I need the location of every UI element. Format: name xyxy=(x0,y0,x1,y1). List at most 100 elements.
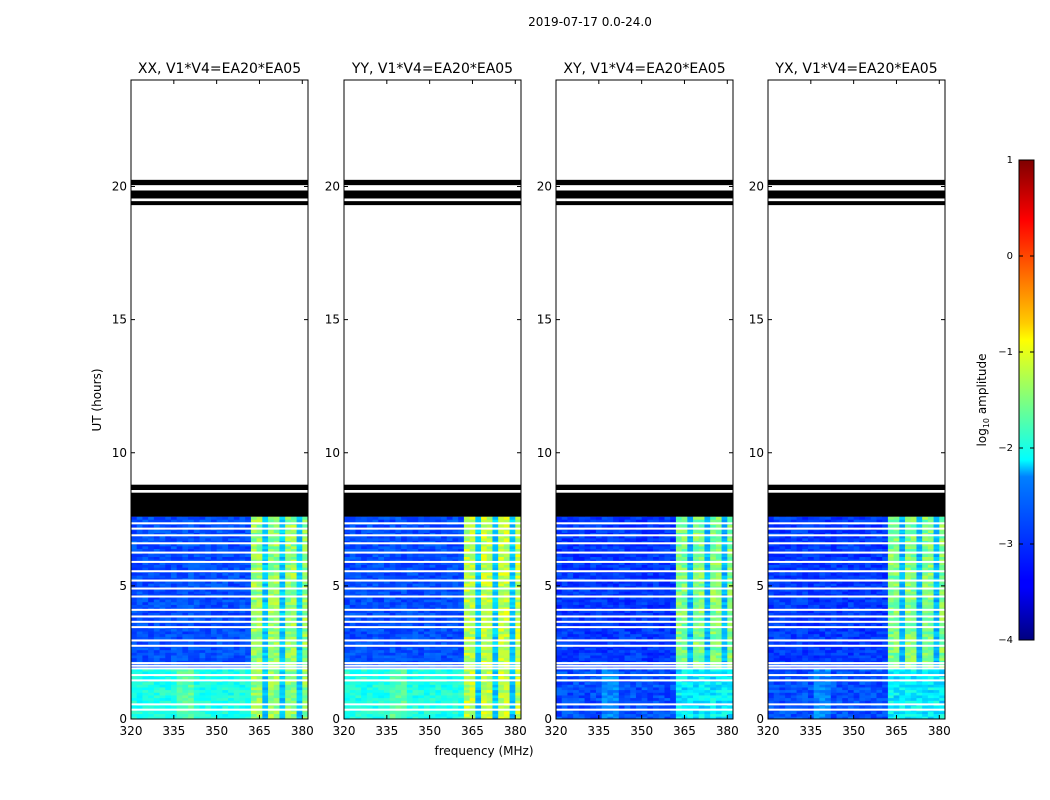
data-cell xyxy=(296,652,303,656)
data-cell xyxy=(452,601,459,605)
data-cell xyxy=(279,687,286,691)
data-cell xyxy=(153,660,160,664)
data-cell xyxy=(349,612,356,616)
data-cell xyxy=(245,580,252,584)
data-cell xyxy=(492,543,499,547)
data-cell xyxy=(401,532,408,536)
data-cell xyxy=(372,529,379,534)
data-cell xyxy=(279,681,286,685)
data-cell xyxy=(182,609,189,613)
data-cell xyxy=(344,665,351,669)
data-cell xyxy=(446,559,453,563)
data-cell xyxy=(170,535,178,539)
data-cell xyxy=(176,705,183,709)
data-cell xyxy=(268,607,275,611)
data-cell xyxy=(170,705,178,709)
data-cell xyxy=(296,641,303,645)
data-cell xyxy=(395,591,402,595)
data-cell xyxy=(216,647,223,651)
data-cell xyxy=(165,572,172,576)
figure-title: 2019-07-17 0.0-24.0 xyxy=(528,15,652,29)
data-cell xyxy=(188,609,195,613)
data-cell xyxy=(435,580,442,584)
data-cell xyxy=(418,604,425,608)
data-cell xyxy=(412,575,419,579)
data-cell xyxy=(429,671,436,675)
data-cell xyxy=(290,516,297,520)
data-cell xyxy=(481,652,488,656)
data-cell xyxy=(344,548,351,552)
data-cell xyxy=(302,631,309,635)
data-cell xyxy=(142,548,149,552)
data-cell xyxy=(159,535,166,539)
data-cell xyxy=(361,529,368,534)
data-cell xyxy=(492,617,499,621)
data-cell xyxy=(395,599,402,603)
data-cell xyxy=(446,585,453,589)
data-cell xyxy=(256,553,263,557)
data-cell xyxy=(239,684,246,688)
data-cell xyxy=(256,700,263,704)
data-cell xyxy=(210,633,218,637)
data-cell xyxy=(131,601,138,605)
data-cell xyxy=(378,561,385,565)
data-cell xyxy=(452,671,459,675)
data-cell xyxy=(182,711,189,715)
data-cell xyxy=(176,623,183,627)
data-cell xyxy=(475,559,482,563)
data-cell xyxy=(458,697,465,701)
data-cell xyxy=(372,713,379,717)
data-cell xyxy=(131,617,138,621)
data-cell xyxy=(412,647,419,651)
data-cell xyxy=(268,559,275,563)
data-cell xyxy=(170,567,178,571)
data-cell xyxy=(486,692,493,696)
data-cell xyxy=(159,697,166,701)
data-cell xyxy=(268,647,275,651)
data-cell xyxy=(176,583,183,587)
data-cell xyxy=(296,559,303,563)
data-cell xyxy=(285,561,292,565)
data-cell xyxy=(290,599,297,603)
data-cell xyxy=(406,575,413,579)
data-cell xyxy=(486,655,493,659)
data-cell xyxy=(131,548,138,552)
data-cell xyxy=(165,567,172,571)
data-cell xyxy=(372,711,379,715)
data-cell xyxy=(142,700,149,704)
data-cell xyxy=(509,700,516,704)
data-cell xyxy=(492,636,499,640)
data-cell xyxy=(131,636,138,640)
data-cell xyxy=(131,671,138,675)
data-cell xyxy=(492,641,499,645)
data-cell xyxy=(302,591,309,595)
data-cell xyxy=(268,604,275,608)
data-cell xyxy=(429,532,436,536)
data-cell xyxy=(498,540,505,544)
data-cell xyxy=(170,641,178,645)
data-cell xyxy=(233,591,240,595)
data-cell xyxy=(492,532,499,536)
data-cell xyxy=(344,601,351,605)
data-cell xyxy=(205,641,212,645)
data-cell xyxy=(285,689,292,693)
data-cell xyxy=(136,537,143,542)
data-cell xyxy=(176,633,183,637)
data-cell xyxy=(458,636,465,640)
data-cell xyxy=(153,596,160,600)
data-cell xyxy=(486,687,493,691)
data-cell xyxy=(250,588,258,592)
data-cell xyxy=(441,607,448,611)
data-cell xyxy=(349,593,356,597)
data-cell xyxy=(228,609,235,613)
data-cell xyxy=(228,593,235,597)
data-cell xyxy=(441,711,448,715)
data-cell xyxy=(463,692,471,696)
data-cell xyxy=(641,713,648,717)
data-cell xyxy=(205,607,212,611)
data-cell xyxy=(176,641,183,645)
data-cell xyxy=(302,647,309,651)
data-cell xyxy=(170,591,178,595)
data-cell xyxy=(361,601,368,605)
